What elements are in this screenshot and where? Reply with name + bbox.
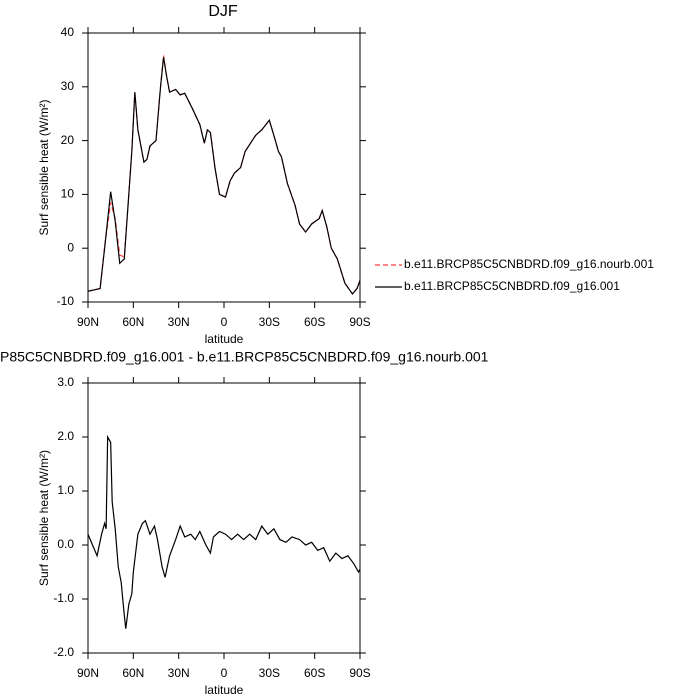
y-tick-label: 20 [61, 133, 75, 147]
data-line [87, 57, 361, 295]
y-axis-label: Surf sensible heat (W/m²) [37, 99, 51, 235]
x-tick-label: 30S [259, 315, 280, 329]
x-axis-label: latitude [205, 683, 244, 697]
y-tick-label: 40 [61, 25, 75, 39]
y-tick-label: -10 [57, 294, 75, 308]
x-tick-label: 30N [168, 666, 190, 680]
x-tick-label: 0 [221, 666, 228, 680]
x-tick-label: 90N [77, 315, 99, 329]
legend-label: b.e11.BRCP85C5CNBDRD.f09_g16.nourb.001 [404, 257, 654, 271]
y-axis-label: Surf sensible heat (W/m²) [37, 450, 51, 586]
x-tick-label: 90S [349, 666, 370, 680]
x-tick-label: 30N [168, 315, 190, 329]
x-tick-label: 30S [259, 666, 280, 680]
x-tick-label: 60S [304, 315, 325, 329]
y-tick-label: 2.0 [57, 429, 74, 443]
x-tick-label: 60S [304, 666, 325, 680]
y-tick-label: 0 [67, 240, 74, 254]
x-tick-label: 0 [221, 315, 228, 329]
chart-title: DJF [208, 3, 238, 20]
x-axis-label: latitude [205, 332, 244, 346]
y-tick-label: -2.0 [53, 645, 74, 659]
y-tick-label: 30 [61, 79, 75, 93]
y-tick-label: 10 [61, 187, 75, 201]
y-tick-label: -1.0 [53, 591, 74, 605]
data-line [87, 55, 361, 295]
y-tick-label: 0.0 [57, 537, 74, 551]
plot-frame [87, 32, 361, 303]
x-tick-label: 90S [349, 315, 370, 329]
chart-title: P85C5CNBDRD.f09_g16.001 - b.e11.BRCP85C5… [0, 349, 489, 365]
data-line [87, 434, 361, 629]
plot-frame [87, 382, 361, 654]
legend-label: b.e11.BRCP85C5CNBDRD.f09_g16.001 [404, 279, 620, 293]
x-tick-label: 60N [122, 666, 144, 680]
x-tick-label: 60N [122, 315, 144, 329]
y-tick-label: 1.0 [57, 483, 74, 497]
x-tick-label: 90N [77, 666, 99, 680]
y-tick-label: 3.0 [57, 375, 74, 389]
